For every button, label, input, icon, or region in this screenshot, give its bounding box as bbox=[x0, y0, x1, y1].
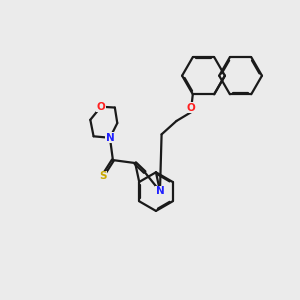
Text: N: N bbox=[106, 133, 114, 143]
Text: O: O bbox=[97, 102, 105, 112]
Text: O: O bbox=[187, 103, 196, 112]
Text: N: N bbox=[156, 186, 164, 196]
Text: S: S bbox=[99, 171, 106, 182]
